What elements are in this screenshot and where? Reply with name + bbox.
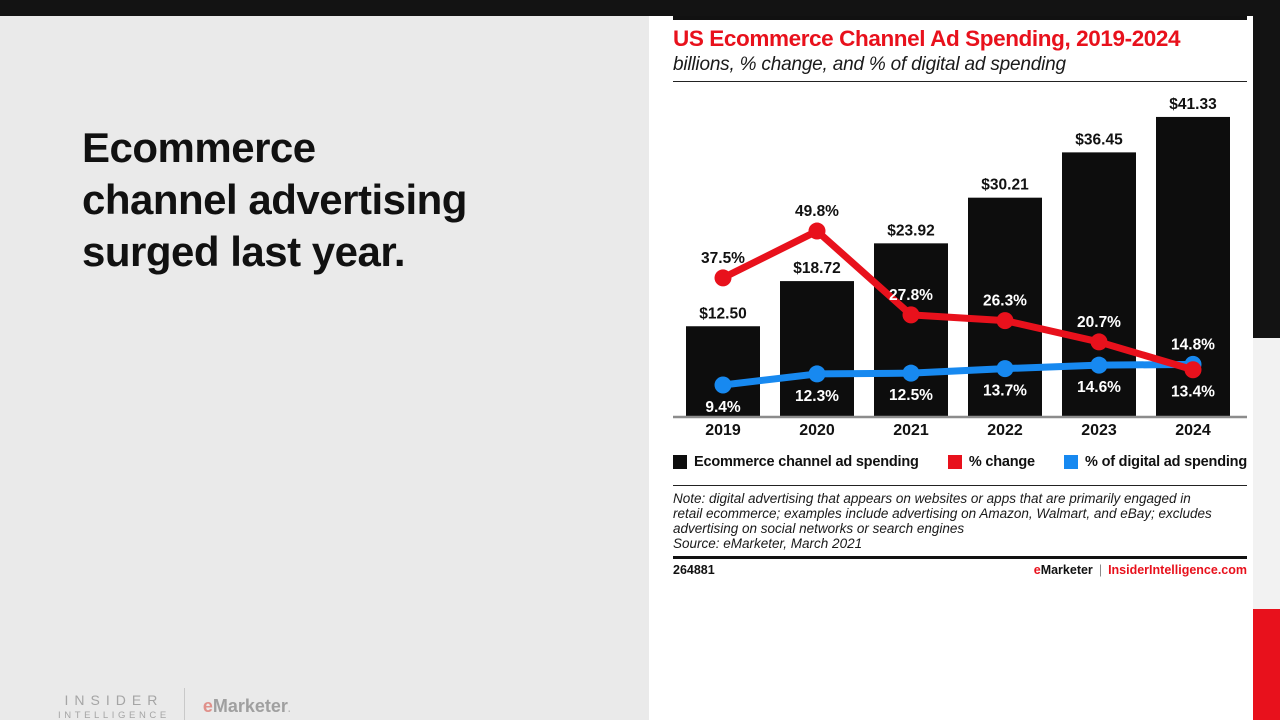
bar-2023 bbox=[1062, 152, 1136, 418]
pct-label-bottom-2024: 13.4% bbox=[1171, 384, 1215, 401]
insider-logo-line2: INTELLIGENCE bbox=[58, 709, 170, 720]
chart-footer: 264881 eMarketer | InsiderIntelligence.com bbox=[673, 563, 1247, 577]
pct-change-dot-2023 bbox=[1090, 333, 1108, 351]
chart-content: US Ecommerce Channel Ad Spending, 2019-2… bbox=[673, 16, 1247, 577]
chart-subtitle-rule bbox=[673, 81, 1247, 82]
pct-label-bottom-2023: 14.6% bbox=[1077, 379, 1121, 396]
combo-chart: $12.50 $18.72 $23.92 $30.21 $36.45 $41.33 37.5… bbox=[673, 96, 1247, 419]
year-label-2022: 2022 bbox=[987, 422, 1023, 439]
footer-emarketer-e: e bbox=[1033, 563, 1041, 577]
emarketer-logo-dot: . bbox=[287, 703, 291, 715]
pct-change-dot-2024 bbox=[1184, 361, 1202, 379]
pct-label-top-2022: 26.3% bbox=[983, 293, 1027, 310]
chart-title: US Ecommerce Channel Ad Spending, 2019-2… bbox=[673, 26, 1181, 51]
pct-label-top-2021: 27.8% bbox=[889, 287, 933, 304]
legend-swatch-icon bbox=[947, 455, 962, 469]
pct-of-digital-dot-2022 bbox=[996, 360, 1014, 378]
headline-line-3: surged last year. bbox=[82, 228, 406, 275]
pct-label-top-2023: 20.7% bbox=[1077, 314, 1121, 331]
pct-label-bottom-2019: 9.4% bbox=[705, 399, 741, 416]
source-line: Source: eMarketer, March 2021 bbox=[673, 536, 863, 551]
footer-pipe: | bbox=[1098, 563, 1103, 577]
note-line-1: Note: digital advertising that appears o… bbox=[673, 491, 1191, 506]
legend-label: Ecommerce channel ad spending bbox=[694, 454, 919, 470]
legend-item: % of digital ad spending bbox=[1064, 454, 1247, 470]
note-line-3: advertising on social networks or search… bbox=[673, 521, 965, 536]
top-accent-bar bbox=[0, 0, 1280, 16]
year-label-2021: 2021 bbox=[893, 422, 929, 439]
pct-of-digital-line bbox=[719, 360, 1197, 389]
bar-value-label-2024: $41.33 bbox=[1169, 96, 1217, 113]
slide-headline: Ecommerce channel advertising surged las… bbox=[82, 122, 582, 278]
chart-panel: US Ecommerce Channel Ad Spending, 2019-2… bbox=[649, 16, 1253, 720]
pct-of-digital-dot-2020 bbox=[808, 365, 826, 383]
brand-divider bbox=[183, 688, 185, 720]
pct-label-top-2020: 49.8% bbox=[795, 203, 839, 220]
footer-rule bbox=[673, 556, 1247, 559]
chart-subtitle: billions, % change, and % of digital ad … bbox=[673, 54, 1066, 75]
note-line-2: retail ecommerce; examples include adver… bbox=[673, 506, 1212, 521]
pct-of-digital-dot-2023 bbox=[1090, 356, 1108, 374]
legend-item: Ecommerce channel ad spending bbox=[673, 454, 919, 470]
bar-2019 bbox=[686, 326, 760, 417]
pct-of-digital-dot-2019 bbox=[714, 376, 732, 394]
legend-swatch-icon bbox=[1064, 455, 1079, 469]
bar-value-label-2023: $36.45 bbox=[1075, 131, 1123, 148]
pct-label-bottom-2020: 12.3% bbox=[795, 388, 839, 405]
bar-value-label-2021: $23.92 bbox=[887, 222, 934, 239]
emarketer-logo: eMarketer. bbox=[203, 696, 291, 717]
bar-value-label-2020: $18.72 bbox=[793, 260, 840, 277]
pct-label-top-2024: 14.8% bbox=[1171, 336, 1215, 353]
footer-brand: eMarketer | InsiderIntelligence.com bbox=[1034, 563, 1247, 577]
strip-red-segment bbox=[1253, 609, 1280, 720]
year-label-2019: 2019 bbox=[705, 422, 741, 439]
x-axis-labels: 2019 2020 2021 2022 2023 2024 bbox=[673, 420, 1247, 440]
headline-line-1: Ecommerce bbox=[82, 124, 316, 171]
bar-2022 bbox=[968, 197, 1042, 417]
legend-label: % change bbox=[968, 454, 1035, 470]
footer-emarketer-rest: Marketer bbox=[1040, 563, 1093, 577]
left-panel: Ecommerce channel advertising surged las… bbox=[0, 16, 649, 720]
insider-intelligence-link[interactable]: InsiderIntelligence.com bbox=[1108, 563, 1247, 577]
insider-logo-line1: INSIDER bbox=[64, 691, 164, 708]
pct-change-dot-2021 bbox=[902, 306, 920, 324]
chart-note: Note: digital advertising that appears o… bbox=[673, 491, 1247, 551]
headline-line-2: channel advertising bbox=[82, 176, 467, 223]
bar-value-label-2019: $12.50 bbox=[699, 305, 746, 322]
pct-change-dot-2020 bbox=[808, 222, 826, 240]
note-top-rule bbox=[673, 485, 1247, 486]
brand-lockup: INSIDER INTELLIGENCE eMarketer. bbox=[58, 688, 291, 720]
strip-black-segment bbox=[1253, 0, 1280, 338]
year-label-2023: 2023 bbox=[1081, 422, 1117, 439]
bar-2021 bbox=[874, 243, 948, 417]
pct-label-top-2019: 37.5% bbox=[701, 250, 745, 267]
right-accent-strip bbox=[1253, 0, 1280, 720]
year-label-2024: 2024 bbox=[1175, 422, 1211, 439]
pct-label-bottom-2022: 13.7% bbox=[983, 383, 1027, 400]
chart-id: 264881 bbox=[673, 563, 715, 577]
legend-item: % change bbox=[947, 454, 1035, 470]
pct-of-digital-dot-2021 bbox=[902, 364, 920, 382]
insider-intelligence-logo: INSIDER INTELLIGENCE bbox=[58, 692, 170, 720]
bar-value-label-2022: $30.21 bbox=[981, 177, 1029, 194]
year-label-2020: 2020 bbox=[799, 422, 835, 439]
bar-2020 bbox=[780, 281, 854, 417]
pct-change-dot-2019 bbox=[714, 269, 732, 287]
emarketer-logo-rest: Marketer bbox=[212, 695, 288, 716]
emarketer-logo-e: e bbox=[202, 695, 213, 716]
pct-label-bottom-2021: 12.5% bbox=[889, 387, 933, 404]
pct-change-line bbox=[719, 227, 1197, 374]
pct-change-dot-2022 bbox=[996, 312, 1014, 330]
strip-gray-segment bbox=[1253, 338, 1280, 609]
chart-top-rule bbox=[673, 16, 1247, 20]
chart-legend: Ecommerce channel ad spending % change % o… bbox=[673, 454, 1247, 470]
legend-swatch-icon bbox=[673, 455, 687, 469]
legend-label: % of digital ad spending bbox=[1085, 454, 1247, 470]
